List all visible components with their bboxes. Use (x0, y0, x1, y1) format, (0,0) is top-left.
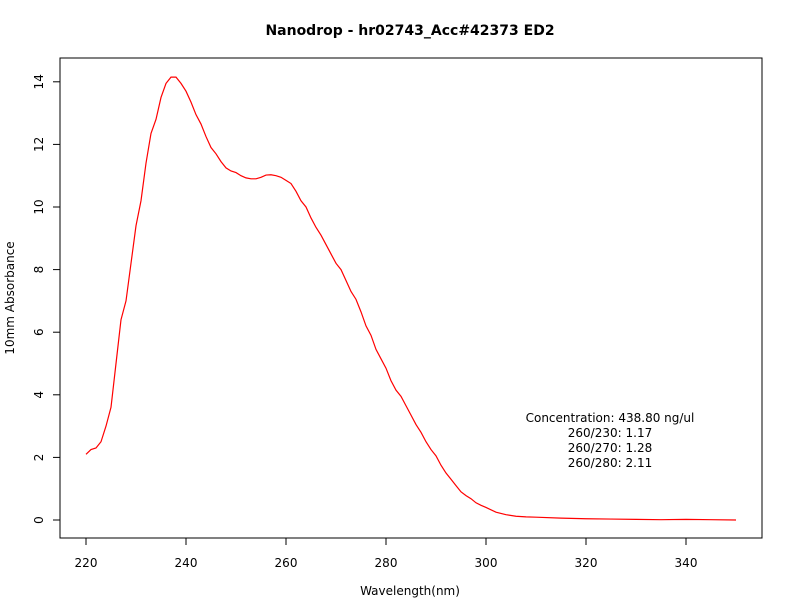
ratio-260-270-text: 260/270: 1.28 (568, 441, 652, 455)
ratio-260-230-text: 260/230: 1.17 (568, 426, 652, 440)
absorbance-series-line (85, 76, 737, 521)
y-tick-label: 12 (32, 137, 46, 152)
x-tick-label: 320 (575, 556, 598, 570)
y-tick-label: 2 (32, 454, 46, 462)
y-tick-label: 0 (32, 516, 46, 524)
x-axis: 220 240 260 280 300 320 340 (75, 537, 698, 570)
y-tick-label: 10 (32, 199, 46, 214)
x-tick-label: 300 (475, 556, 498, 570)
y-tick-label: 14 (32, 74, 46, 89)
ratio-260-280-text: 260/280: 2.11 (568, 456, 652, 470)
chart-title: Nanodrop - hr02743_Acc#42373 ED2 (265, 23, 554, 39)
y-axis-label: 10mm Absorbance (3, 241, 17, 354)
stats-annotation: Concentration: 438.80 ng/ul 260/230: 1.1… (526, 411, 695, 470)
x-tick-label: 260 (275, 556, 298, 570)
y-tick-label: 8 (32, 266, 46, 274)
x-tick-label: 240 (175, 556, 198, 570)
x-tick-label: 280 (375, 556, 398, 570)
x-tick-label: 340 (675, 556, 698, 570)
y-axis: 0 2 4 6 8 10 12 14 (32, 74, 61, 524)
x-axis-label: Wavelength(nm) (360, 584, 460, 598)
x-tick-label: 220 (75, 556, 98, 570)
plot-frame (59, 57, 763, 539)
y-tick-label: 4 (32, 391, 46, 399)
y-tick-label: 6 (32, 328, 46, 336)
concentration-text: Concentration: 438.80 ng/ul (526, 411, 695, 425)
